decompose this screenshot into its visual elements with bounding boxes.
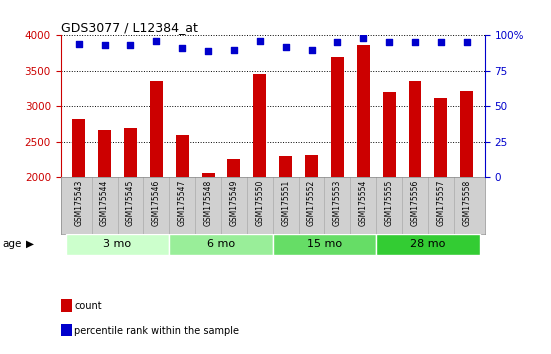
Bar xyxy=(434,98,447,177)
Bar xyxy=(228,159,240,177)
Text: 28 mo: 28 mo xyxy=(410,239,446,249)
Text: GSM175554: GSM175554 xyxy=(359,180,368,226)
Bar xyxy=(357,45,370,177)
Text: GSM175549: GSM175549 xyxy=(229,180,239,226)
Text: GDS3077 / L12384_at: GDS3077 / L12384_at xyxy=(61,21,197,34)
Text: 3 mo: 3 mo xyxy=(104,239,132,249)
Text: GSM175543: GSM175543 xyxy=(74,180,83,226)
Point xyxy=(385,40,393,45)
Bar xyxy=(202,173,214,177)
Text: percentile rank within the sample: percentile rank within the sample xyxy=(74,326,239,336)
Text: count: count xyxy=(74,301,102,311)
Point xyxy=(230,47,239,52)
Point xyxy=(359,35,368,41)
Point xyxy=(100,42,109,48)
Text: GSM175550: GSM175550 xyxy=(255,180,264,226)
Bar xyxy=(279,156,292,177)
Text: GSM175552: GSM175552 xyxy=(307,180,316,226)
Point xyxy=(126,42,135,48)
Point xyxy=(307,47,316,52)
Bar xyxy=(305,155,318,177)
Bar xyxy=(124,128,137,177)
Text: 6 mo: 6 mo xyxy=(207,239,235,249)
Text: GSM175548: GSM175548 xyxy=(203,180,213,226)
Bar xyxy=(150,81,163,177)
Bar xyxy=(169,234,273,255)
Text: GSM175558: GSM175558 xyxy=(462,180,471,226)
Text: GSM175553: GSM175553 xyxy=(333,180,342,226)
Text: GSM175544: GSM175544 xyxy=(100,180,109,226)
Text: 15 mo: 15 mo xyxy=(307,239,342,249)
Bar xyxy=(460,91,473,177)
Point xyxy=(462,40,471,45)
Bar xyxy=(383,92,396,177)
Point xyxy=(256,38,264,44)
Text: GSM175546: GSM175546 xyxy=(152,180,161,226)
Point xyxy=(410,40,419,45)
Bar xyxy=(408,81,422,177)
Point xyxy=(152,38,161,44)
Bar xyxy=(66,234,169,255)
Point xyxy=(333,40,342,45)
Text: GSM175555: GSM175555 xyxy=(385,180,393,226)
Bar xyxy=(273,234,376,255)
Bar xyxy=(331,57,344,177)
Bar xyxy=(376,234,480,255)
Text: GSM175547: GSM175547 xyxy=(178,180,187,226)
Text: GSM175557: GSM175557 xyxy=(436,180,445,226)
Point xyxy=(178,45,187,51)
Bar xyxy=(72,119,85,177)
Bar xyxy=(253,74,266,177)
Text: age: age xyxy=(3,239,22,249)
Bar xyxy=(98,130,111,177)
Point xyxy=(204,48,213,54)
Text: GSM175556: GSM175556 xyxy=(410,180,419,226)
Point xyxy=(74,41,83,47)
Point xyxy=(436,40,445,45)
Point xyxy=(281,44,290,50)
Text: GSM175545: GSM175545 xyxy=(126,180,135,226)
Text: GSM175551: GSM175551 xyxy=(281,180,290,226)
Bar xyxy=(176,135,188,177)
Text: ▶: ▶ xyxy=(26,239,35,249)
